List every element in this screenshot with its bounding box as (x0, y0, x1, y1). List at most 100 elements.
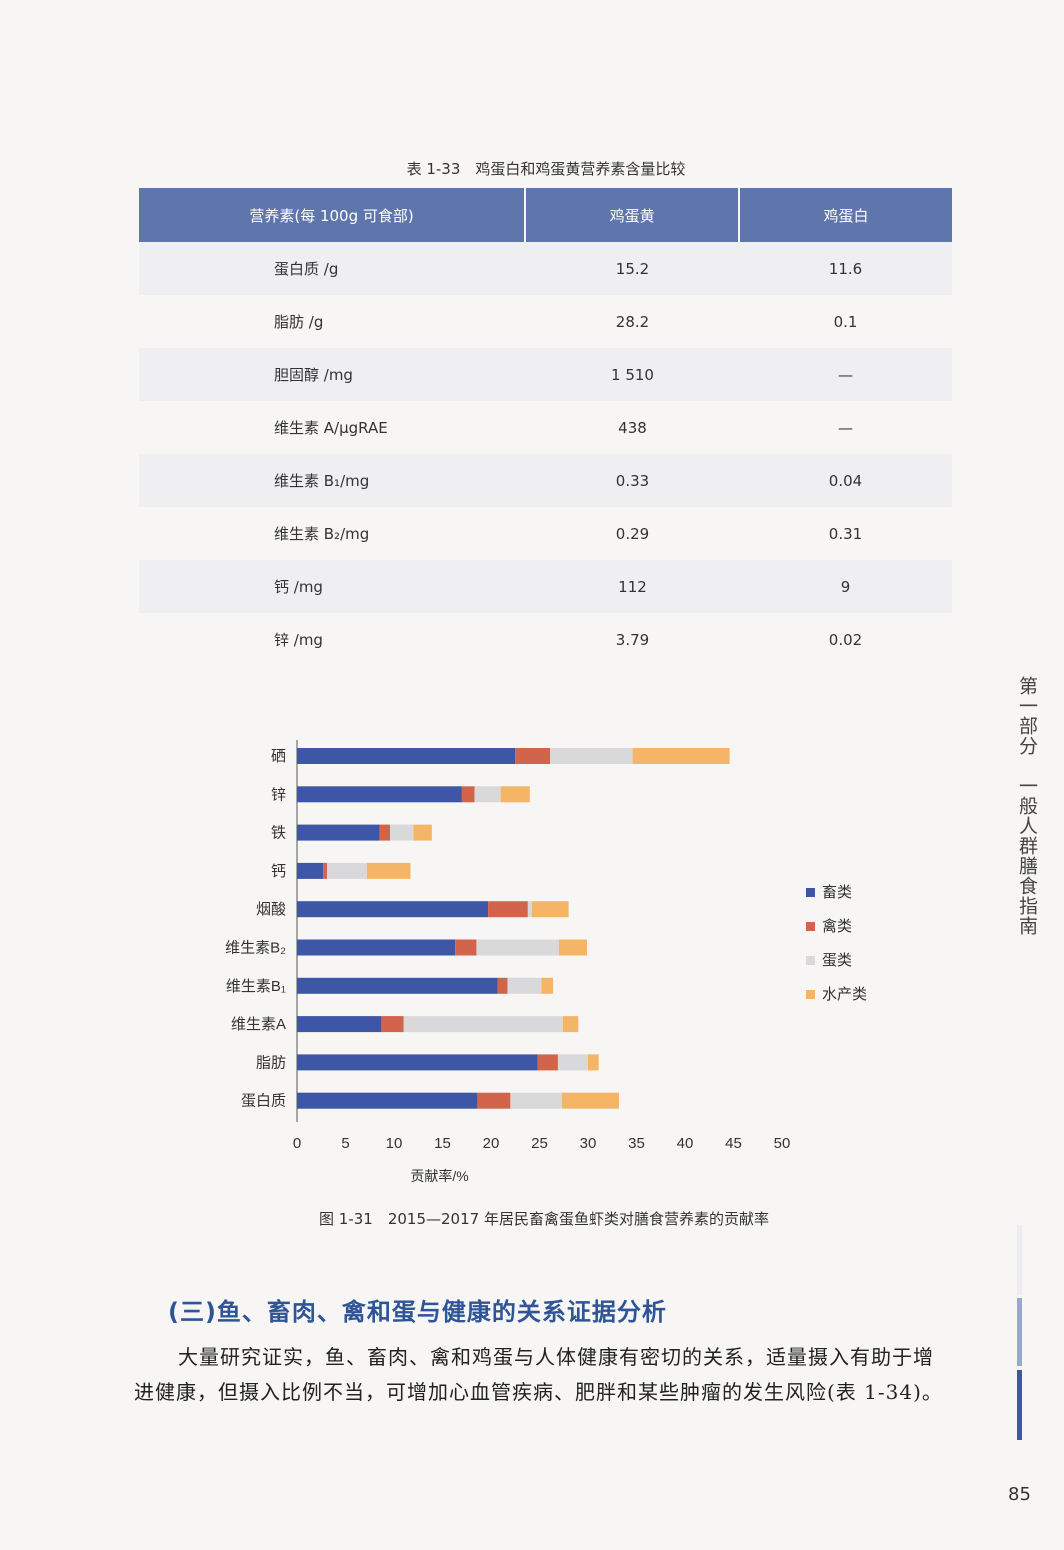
bar-segment (477, 1092, 511, 1109)
section-heading: (三)鱼、畜肉、禽和蛋与健康的关系证据分析 (168, 1298, 667, 1326)
yolk-value: 112 (618, 577, 647, 596)
x-tick-label: 30 (580, 1135, 597, 1152)
x-tick-label: 50 (774, 1135, 791, 1152)
bar-segment (497, 977, 508, 994)
bar-segment (527, 901, 532, 918)
bar-segment (297, 977, 498, 994)
bar-segment (455, 939, 477, 956)
nutrient-name: 钙 /mg (274, 578, 323, 596)
nutrient-name: 脂肪 /g (274, 313, 324, 331)
yolk-value: 15.2 (615, 259, 650, 278)
legend-swatch (806, 956, 815, 965)
bar-segment (390, 824, 414, 841)
bar-segment (366, 862, 411, 879)
white-value: — (838, 418, 853, 437)
yolk-value: 0.29 (615, 524, 650, 543)
side-bar-dark (1017, 1370, 1022, 1440)
x-tick-label: 35 (628, 1135, 645, 1152)
category-label: 铁 (271, 825, 286, 842)
bar-segment (562, 1016, 579, 1033)
bar-segment (474, 786, 501, 803)
x-tick-label: 5 (341, 1135, 349, 1152)
bar-segment (297, 786, 462, 803)
x-tick-label: 10 (386, 1135, 403, 1152)
header-nutrient: 营养素(每 100g 可食部) (139, 188, 527, 242)
bar-segment (558, 939, 588, 956)
yolk-value: 1 510 (611, 365, 654, 384)
category-label: 维生素A (231, 1016, 286, 1033)
chapter-side-tab: 第一部分 一般人群膳食指南 (1016, 676, 1038, 936)
category-label: 维生素B₂ (225, 940, 286, 957)
x-tick-label: 15 (434, 1135, 451, 1152)
table-row: 维生素 A/μgRAE 438 — (139, 401, 952, 454)
bar-segment (561, 1092, 620, 1109)
nutrient-name: 维生素 A/μgRAE (274, 419, 388, 437)
bar-segment (531, 901, 569, 918)
category-label: 维生素B₁ (226, 978, 286, 995)
bar-segment (413, 824, 432, 841)
bar-segment (323, 862, 328, 879)
bar-segment (297, 748, 516, 764)
nutrient-table: 营养素(每 100g 可食部) 鸡蛋黄 鸡蛋白 蛋白质 /g 15.2 11.6… (139, 188, 952, 666)
bar-segment (488, 901, 528, 918)
table-row: 维生素 B₁/mg 0.33 0.04 (139, 454, 952, 507)
x-tick-label: 25 (531, 1135, 548, 1152)
table-row: 钙 /mg 112 9 (139, 560, 952, 613)
table-row: 脂肪 /g 28.2 0.1 (139, 295, 952, 348)
nutrient-name: 锌 /mg (274, 631, 323, 649)
bar-segment (510, 1092, 562, 1109)
x-tick-label: 40 (677, 1135, 694, 1152)
category-label: 脂肪 (256, 1054, 286, 1071)
x-tick-label: 0 (293, 1135, 301, 1152)
nutrient-name: 维生素 B₂/mg (274, 525, 370, 543)
legend-swatch (806, 922, 815, 931)
white-value: 0.04 (828, 471, 863, 490)
table-row: 胆固醇 /mg 1 510 — (139, 348, 952, 401)
header-yolk: 鸡蛋黄 (526, 188, 741, 242)
bar-segment (297, 1054, 538, 1071)
table-body: 蛋白质 /g 15.2 11.6 脂肪 /g 28.2 0.1 胆固醇 /mg … (139, 242, 952, 666)
legend-swatch (806, 888, 815, 897)
table-row: 锌 /mg 3.79 0.02 (139, 613, 952, 666)
table-caption: 表 1-33 鸡蛋白和鸡蛋黄营养素含量比较 (406, 160, 686, 178)
bar-segment (476, 939, 559, 956)
yolk-value: 438 (618, 418, 647, 437)
side-bar-light (1017, 1225, 1022, 1295)
legend-label: 水产类 (822, 986, 867, 1003)
figure-caption: 图 1-31 2015—2017 年居民畜禽蛋鱼虾类对膳食营养素的贡献率 (319, 1210, 769, 1228)
legend-swatch (806, 990, 815, 999)
bar-segment (381, 1016, 404, 1033)
legend-label: 畜类 (822, 884, 852, 901)
nutrient-name: 胆固醇 /mg (274, 366, 353, 384)
bar-segment (403, 1016, 563, 1033)
side-bar-mid (1017, 1298, 1022, 1366)
bar-segment (297, 862, 324, 879)
table-row: 维生素 B₂/mg 0.29 0.31 (139, 507, 952, 560)
x-tick-label: 20 (483, 1135, 500, 1152)
header-white: 鸡蛋白 (823, 206, 869, 225)
yolk-value: 0.33 (615, 471, 650, 490)
bar-segment (632, 748, 730, 764)
nutrient-name: 蛋白质 /g (274, 260, 339, 278)
bar-segment (461, 786, 475, 803)
bar-segment (507, 977, 542, 994)
table-row: 蛋白质 /g 15.2 11.6 (139, 242, 952, 295)
category-label: 锌 (271, 786, 286, 803)
white-value: 0.31 (828, 524, 863, 543)
x-axis-label: 贡献率/% (410, 1168, 468, 1184)
bar-segment (297, 1092, 478, 1109)
bar-segment (550, 748, 633, 764)
table-header-row: 营养素(每 100g 可食部) 鸡蛋黄 鸡蛋白 (139, 188, 952, 242)
category-label: 硒 (271, 748, 286, 765)
bar-segment (297, 1016, 382, 1033)
nutrient-name: 维生素 B₁/mg (274, 472, 370, 490)
x-tick-label: 45 (725, 1135, 742, 1152)
white-value: — (838, 365, 853, 384)
white-value: 11.6 (828, 259, 863, 278)
category-label: 蛋白质 (241, 1093, 286, 1110)
bar-segment (515, 748, 551, 764)
page-number: 85 (1008, 1484, 1031, 1505)
bar-segment (297, 824, 380, 841)
white-value: 0.1 (833, 312, 858, 331)
